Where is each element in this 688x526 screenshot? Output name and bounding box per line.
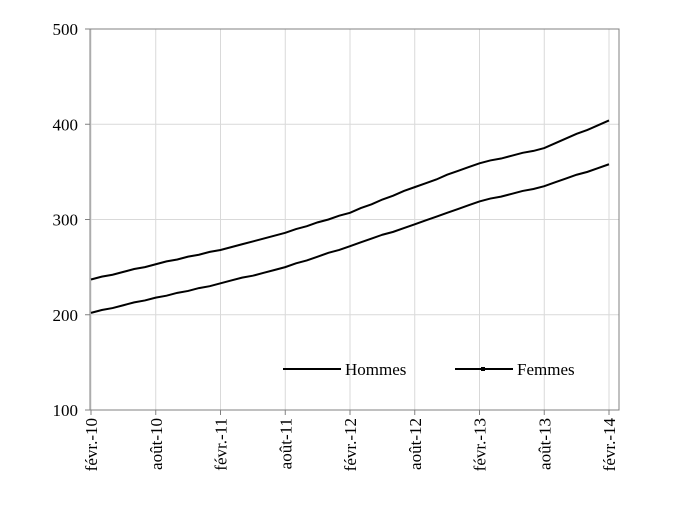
legend-label: Femmes [517, 360, 575, 379]
y-tick-label: 400 [53, 115, 79, 134]
x-tick-label: août-12 [406, 418, 425, 470]
x-tick-label: août-11 [276, 418, 295, 469]
x-tick-label: févr.-12 [341, 418, 360, 471]
x-tick-label: août-13 [535, 418, 554, 470]
y-tick-label: 100 [53, 401, 79, 420]
x-tick-label: févr.-11 [212, 418, 231, 471]
data-line [90, 163, 610, 314]
legend-label: Hommes [345, 360, 406, 379]
x-tick-label: févr.-10 [82, 418, 101, 471]
y-tick-label: 500 [53, 20, 79, 39]
legend-marker [481, 367, 485, 371]
plot-frame [89, 28, 620, 411]
y-tick-label: 200 [53, 306, 79, 325]
y-tick-label: 300 [53, 211, 79, 230]
x-tick-label: août-10 [147, 418, 166, 470]
x-tick-label: févr.-13 [471, 418, 490, 471]
x-tick-label: févr.-14 [600, 418, 619, 472]
data-line [90, 119, 610, 281]
